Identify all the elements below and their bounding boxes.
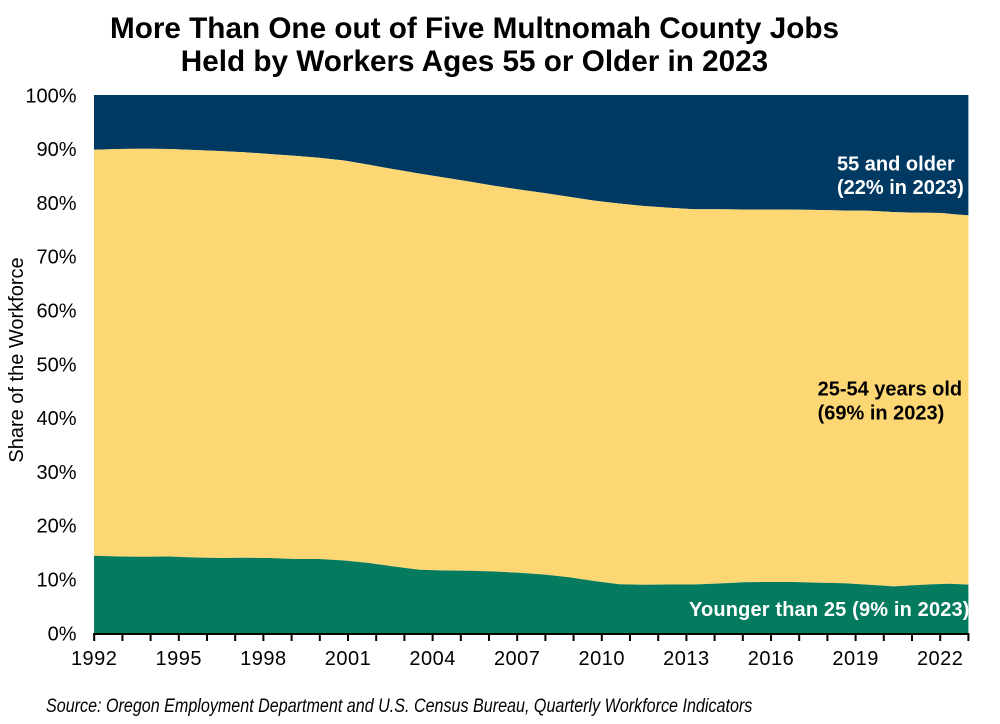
svg-text:(22% in 2023): (22% in 2023) (837, 177, 964, 199)
svg-text:(69% in 2023): (69% in 2023) (818, 402, 945, 424)
svg-text:2007: 2007 (494, 648, 541, 670)
svg-text:25-54 years old: 25-54 years old (818, 379, 963, 401)
svg-text:Held by Workers Ages 55 or Old: Held by Workers Ages 55 or Older in 2023 (181, 45, 768, 78)
svg-text:0%: 0% (48, 623, 77, 645)
svg-text:1992: 1992 (71, 648, 118, 670)
svg-text:80%: 80% (36, 193, 76, 215)
svg-text:70%: 70% (36, 247, 76, 269)
svg-text:Source: Oregon Employment Depa: Source: Oregon Employment Department and… (46, 695, 752, 717)
svg-text:1995: 1995 (156, 648, 203, 670)
svg-text:1998: 1998 (240, 648, 287, 670)
svg-text:2001: 2001 (325, 648, 372, 670)
svg-text:60%: 60% (36, 301, 76, 323)
svg-text:More Than One out of Five Mult: More Than One out of Five Multnomah Coun… (110, 12, 839, 45)
svg-text:20%: 20% (36, 516, 76, 538)
svg-text:2019: 2019 (832, 648, 879, 670)
svg-text:Share of the Workforce: Share of the Workforce (6, 257, 28, 462)
svg-text:40%: 40% (36, 408, 76, 430)
svg-text:90%: 90% (36, 139, 76, 161)
svg-text:2004: 2004 (409, 648, 456, 670)
svg-text:2022: 2022 (917, 648, 964, 670)
svg-text:30%: 30% (36, 462, 76, 484)
svg-text:100%: 100% (25, 85, 76, 107)
svg-text:2013: 2013 (663, 648, 710, 670)
svg-text:10%: 10% (36, 570, 76, 592)
svg-text:2016: 2016 (748, 648, 795, 670)
svg-text:55 and older: 55 and older (837, 154, 955, 176)
svg-text:Younger than 25 (9% in 2023): Younger than 25 (9% in 2023) (689, 599, 970, 621)
svg-text:2010: 2010 (579, 648, 626, 670)
svg-text:50%: 50% (36, 354, 76, 376)
